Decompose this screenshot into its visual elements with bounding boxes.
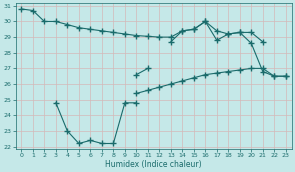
X-axis label: Humidex (Indice chaleur): Humidex (Indice chaleur) bbox=[105, 159, 202, 169]
